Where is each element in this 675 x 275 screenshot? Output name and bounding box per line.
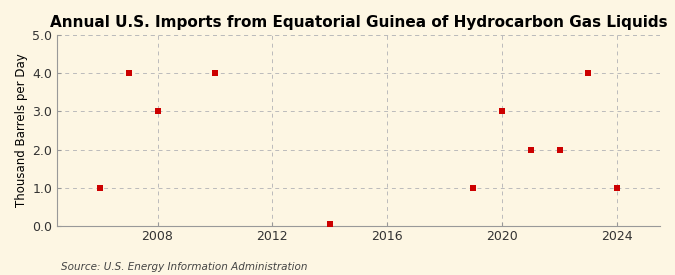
Point — [583, 71, 593, 76]
Point — [152, 109, 163, 114]
Point — [209, 71, 220, 76]
Point — [325, 222, 335, 226]
Point — [612, 185, 622, 190]
Point — [525, 147, 536, 152]
Point — [497, 109, 508, 114]
Point — [124, 71, 134, 76]
Point — [95, 185, 105, 190]
Point — [468, 185, 479, 190]
Y-axis label: Thousand Barrels per Day: Thousand Barrels per Day — [15, 54, 28, 207]
Point — [554, 147, 565, 152]
Title: Annual U.S. Imports from Equatorial Guinea of Hydrocarbon Gas Liquids: Annual U.S. Imports from Equatorial Guin… — [50, 15, 668, 30]
Text: Source: U.S. Energy Information Administration: Source: U.S. Energy Information Administ… — [61, 262, 307, 272]
